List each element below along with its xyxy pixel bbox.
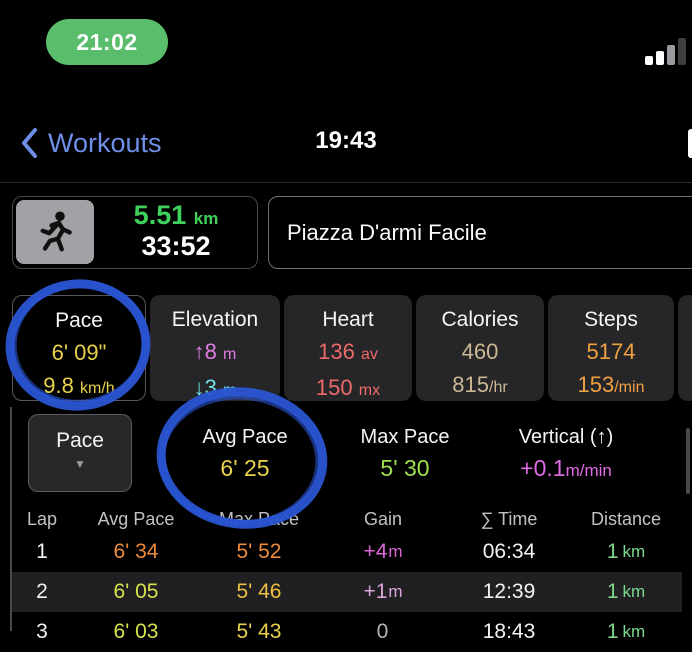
status-time: 21:02 bbox=[76, 28, 138, 55]
tab-calories[interactable]: Calories 460 815/hr bbox=[416, 295, 544, 401]
lap-gain: +1 m bbox=[363, 580, 403, 603]
nav-right-button-cutoff[interactable] bbox=[688, 129, 692, 158]
tab-pace[interactable]: Pace 6' 09" 9.8 km/h bbox=[12, 295, 146, 401]
elevation-loss: ↓3 bbox=[193, 375, 217, 400]
heart-avg: 136 bbox=[318, 339, 355, 364]
lap-max-pace: 5' 46 bbox=[236, 580, 282, 603]
lap-avg-pace: 6' 05 bbox=[113, 580, 159, 603]
vertical-unit: m/min bbox=[565, 461, 612, 480]
calories-rate: 815 bbox=[452, 372, 490, 397]
page-title: 19:43 bbox=[315, 127, 377, 154]
steps-total: 5174 bbox=[586, 339, 636, 364]
lap-distance: 1 km bbox=[606, 540, 646, 563]
heart-max: 150 bbox=[315, 375, 353, 400]
header-distance: Distance bbox=[590, 508, 662, 529]
lap-number: 1 bbox=[36, 540, 48, 563]
max-pace-value: 5' 30 bbox=[380, 455, 430, 481]
runner-icon bbox=[16, 200, 94, 264]
scrollbar[interactable] bbox=[686, 428, 690, 494]
heart-max-unit: mx bbox=[358, 382, 381, 399]
chevron-down-icon: ▼ bbox=[74, 457, 86, 471]
header-lap: Lap bbox=[26, 508, 58, 529]
header-max-pace: Max Pace bbox=[218, 508, 300, 529]
table-row: 1 6' 34 5' 52 +4 m 06:34 1 km bbox=[12, 532, 682, 572]
tab-heart[interactable]: Heart 136 av 150 mx bbox=[284, 295, 412, 401]
distance-unit: km bbox=[193, 209, 219, 228]
tab-heart-label: Heart bbox=[322, 308, 374, 331]
lap-gain: 0 bbox=[376, 620, 389, 643]
header-time: ∑ Time bbox=[480, 508, 538, 529]
max-pace-label: Max Pace bbox=[360, 426, 450, 448]
calories-rate-unit: /hr bbox=[489, 379, 508, 396]
lap-distance: 1 km bbox=[606, 580, 646, 603]
tab-next-cutoff[interactable] bbox=[678, 295, 692, 401]
steps-rate: 153 bbox=[577, 372, 615, 397]
elevation-gain: ↑8 bbox=[193, 339, 217, 364]
steps-rate-unit: /min bbox=[614, 379, 645, 396]
lap-number: 3 bbox=[36, 620, 48, 643]
header-gain: Gain bbox=[363, 508, 403, 529]
elevation-gain-unit: m bbox=[223, 346, 237, 363]
lap-time: 18:43 bbox=[482, 620, 536, 643]
workout-distance: 5.51 km bbox=[97, 200, 255, 231]
header-avg-pace: Avg Pace bbox=[97, 508, 175, 529]
cellular-signal-icon bbox=[643, 36, 692, 66]
metric-dropdown[interactable]: Pace ▼ bbox=[28, 414, 132, 492]
calories-total: 460 bbox=[461, 339, 499, 364]
speed-value: 9.8 bbox=[43, 373, 74, 398]
lap-distance: 1 km bbox=[606, 620, 646, 643]
back-button[interactable]: Workouts bbox=[20, 122, 162, 164]
workout-name-text: Piazza D'armi Facile bbox=[287, 219, 487, 245]
distance-value: 5.51 bbox=[133, 200, 187, 230]
tab-calories-label: Calories bbox=[441, 308, 519, 331]
metric-dropdown-label: Pace bbox=[56, 429, 104, 452]
pace-value: 6' 09" bbox=[51, 340, 107, 365]
workout-name-input[interactable]: Piazza D'armi Facile bbox=[268, 196, 692, 269]
status-time-pill[interactable]: 21:02 bbox=[46, 19, 168, 65]
tab-elevation[interactable]: Elevation ↑8 m ↓3 m bbox=[150, 295, 280, 401]
lap-time: 06:34 bbox=[482, 540, 536, 563]
tab-pace-label: Pace bbox=[55, 309, 103, 332]
back-button-label: Workouts bbox=[48, 127, 162, 158]
laps-table-header: Lap Avg Pace Max Pace Gain ∑ Time Distan… bbox=[12, 506, 682, 532]
max-pace-stat: Max Pace 5' 30 bbox=[305, 424, 505, 484]
lap-number: 2 bbox=[36, 580, 48, 603]
chevron-left-icon bbox=[20, 127, 38, 159]
workout-summary-card: 5.51 km 33:52 bbox=[12, 196, 258, 269]
lap-avg-pace: 6' 03 bbox=[113, 620, 159, 643]
workout-duration: 33:52 bbox=[141, 231, 211, 261]
speed-unit: km/h bbox=[80, 380, 115, 397]
lap-avg-pace: 6' 34 bbox=[113, 540, 159, 563]
panel-left-border bbox=[10, 407, 12, 631]
lap-max-pace: 5' 43 bbox=[236, 620, 282, 643]
nav-divider bbox=[0, 182, 692, 183]
vertical-label: Vertical (↑) bbox=[518, 426, 614, 448]
lap-time: 12:39 bbox=[482, 580, 536, 603]
heart-avg-unit: av bbox=[360, 346, 378, 363]
vertical-stat: Vertical (↑) +0.1m/min bbox=[466, 424, 666, 487]
lap-max-pace: 5' 52 bbox=[236, 540, 282, 563]
lap-gain: +4 m bbox=[363, 540, 403, 563]
tab-elevation-label: Elevation bbox=[171, 308, 259, 331]
table-row: 3 6' 03 5' 43 0 18:43 1 km bbox=[12, 612, 682, 652]
tab-steps-label: Steps bbox=[584, 308, 638, 331]
tab-steps[interactable]: Steps 5174 153/min bbox=[548, 295, 674, 401]
elevation-loss-unit: m bbox=[223, 382, 237, 399]
vertical-value: +0.1 bbox=[520, 455, 566, 481]
table-row: 2 6' 05 5' 46 +1 m 12:39 1 km bbox=[12, 572, 682, 612]
